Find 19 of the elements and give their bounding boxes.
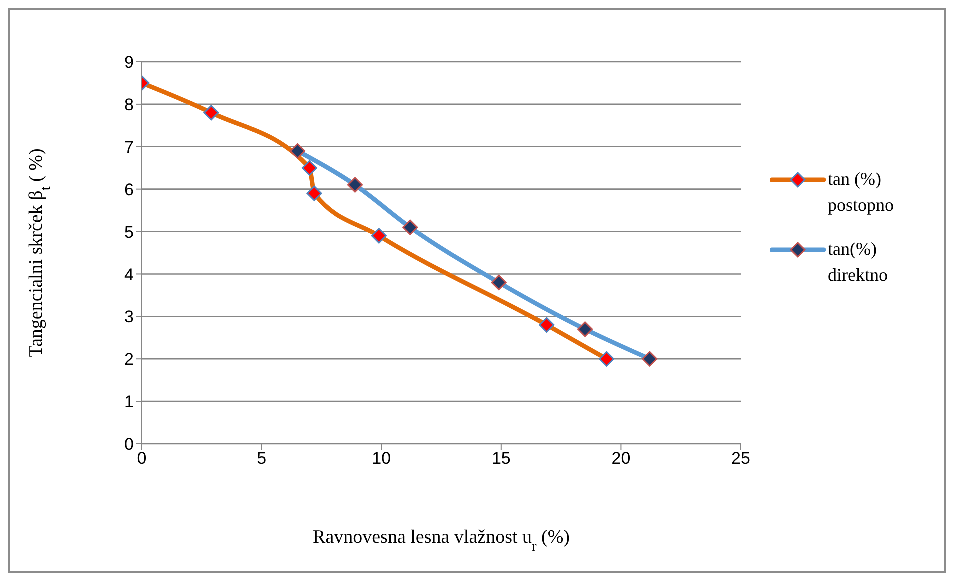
x-tick-label: 10 [372,449,392,468]
y-tick-label: 6 [124,180,134,200]
x-tick-label: 5 [257,449,267,468]
y-tick-label: 4 [124,265,134,284]
x-tick-label: 20 [612,449,631,468]
y-tick-label: 5 [124,222,134,242]
x-tick-label: 25 [732,449,750,468]
y-tick-label: 7 [124,138,134,157]
x-tick-label: 15 [492,449,511,468]
y-tick-label: 9 [124,53,134,72]
y-tick-label: 2 [124,350,134,370]
x-tick-label: 0 [137,449,147,468]
y-tick-label: 0 [124,435,134,454]
legend-label: tan(%) direktno [828,238,889,287]
y-tick-label: 8 [124,95,134,114]
legend-label: tan (%) postopno [828,168,896,217]
y-tick-label: 1 [124,392,134,412]
y-tick-label: 3 [124,308,134,327]
x-axis-title: Ravnovesna lesna vlažnost u$_{r}$(%) [313,527,570,555]
